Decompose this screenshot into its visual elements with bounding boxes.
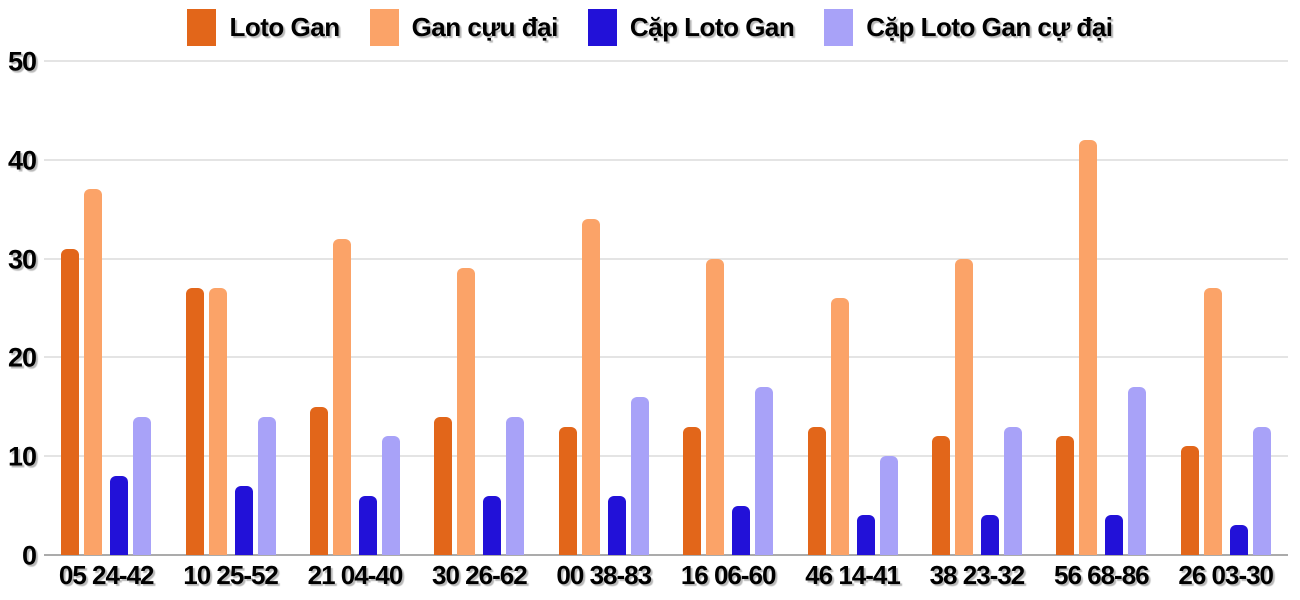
bar-group-4: 30 26-62	[432, 61, 528, 588]
x-axis-tick-label: 38 23-32	[929, 560, 1026, 590]
x-axis-tick-label: 10 25-52	[183, 560, 279, 590]
gridline	[44, 60, 1288, 62]
bar-series-1-group-6	[683, 426, 702, 555]
bar-series-2-group-2	[208, 288, 227, 555]
bar-group-6: 16 06-60	[681, 61, 776, 588]
x-axis-tick-label: 00 38-83	[556, 560, 652, 590]
bar-series-2-group-5	[581, 219, 600, 555]
x-axis-tick-label: 56 68-86	[1053, 560, 1150, 590]
bar-series-3-group-3	[358, 495, 377, 555]
bar-series-1-group-2	[185, 288, 204, 555]
bar-series-3-group-2	[234, 485, 253, 555]
bar-series-3-group-7	[856, 515, 875, 555]
bar-series-2-group-9	[1079, 140, 1098, 555]
bar-series-1-group-7	[807, 426, 826, 555]
bar-series-4-group-6	[755, 387, 774, 555]
bar-group-3: 21 04-40	[308, 61, 403, 588]
x-axis-tick-label: 30 26-62	[432, 560, 528, 590]
bar-series-4-group-10	[1252, 426, 1271, 555]
bar-series-4-group-3	[381, 436, 400, 555]
x-axis-tick-label: 16 06-60	[680, 560, 777, 590]
bar-series-2-group-10	[1203, 288, 1222, 555]
bar-series-4-group-4	[506, 416, 525, 555]
chart-legend: Loto Gan Gan cựu đại Cặp Loto Gan Cặp Loto …	[0, 9, 1300, 46]
bar-series-3-group-5	[607, 495, 626, 555]
y-axis-tick-label: 50	[7, 46, 37, 77]
bar-series-1-group-10	[1180, 446, 1199, 555]
bar-group-7: 46 14-41	[805, 61, 901, 588]
bar-series-4-group-7	[879, 456, 898, 555]
legend-label: Cặp Loto Gan cự đại	[866, 12, 1113, 42]
gridline	[44, 158, 1288, 161]
y-axis-tick-label: 30	[7, 244, 37, 275]
bar-series-3-group-8	[980, 515, 999, 555]
legend-swatch-icon	[369, 9, 399, 46]
legend-item-series-2[interactable]: Gan cựu đại	[369, 9, 559, 46]
bar-series-4-group-8	[1003, 426, 1022, 555]
bar-series-1-group-4	[434, 416, 453, 555]
bar-series-1-group-3	[309, 406, 328, 555]
bar-series-2-group-7	[830, 298, 849, 555]
legend-item-series-1[interactable]: Loto Gan	[187, 9, 340, 46]
bar-series-3-group-9	[1105, 515, 1124, 555]
bar-series-2-group-3	[332, 238, 351, 555]
bar-group-5: 00 38-83	[556, 61, 652, 588]
bar-group-10: 26 03-30	[1178, 61, 1274, 588]
legend-swatch-icon	[824, 9, 854, 46]
bar-series-2-group-1	[84, 189, 103, 555]
plot-area: 0 10 20 30 40 50 05 24-42 10 25-52 21 04-40 30 26…	[8, 48, 1288, 588]
x-axis-tick-label: 21 04-40	[307, 560, 404, 590]
y-axis-tick-label: 40	[7, 145, 37, 176]
bar-group-9: 56 68-86	[1054, 61, 1150, 588]
bar-group-1: 05 24-42	[59, 61, 155, 588]
x-axis-tick-label: 05 24-42	[58, 560, 155, 590]
bar-series-1-group-8	[931, 436, 950, 555]
bar-series-2-group-4	[457, 268, 476, 555]
bar-series-4-group-5	[630, 396, 649, 555]
legend-label: Cặp Loto Gan	[629, 12, 795, 42]
bar-series-4-group-2	[257, 416, 276, 555]
x-axis-baseline	[44, 554, 1288, 556]
legend-label: Loto Gan	[229, 12, 340, 42]
bar-group-8: 38 23-32	[930, 61, 1025, 588]
bar-series-3-group-1	[110, 475, 129, 555]
bar-series-3-group-6	[732, 505, 751, 555]
bar-series-1-group-5	[558, 426, 577, 555]
gridline	[44, 257, 1288, 260]
bar-series-1-group-1	[61, 248, 80, 555]
x-axis-tick-label: 26 03-30	[1178, 560, 1274, 590]
bar-series-1-group-9	[1056, 436, 1075, 555]
y-axis-tick-label: 0	[21, 540, 37, 571]
bar-series-2-group-8	[954, 258, 973, 555]
bar-group-2: 10 25-52	[183, 61, 279, 588]
gridline	[44, 455, 1288, 458]
gridline	[44, 356, 1288, 359]
bar-series-3-group-4	[483, 495, 502, 555]
x-axis-tick-label: 46 14-41	[805, 560, 901, 590]
legend-item-series-4[interactable]: Cặp Loto Gan cự đại	[824, 9, 1113, 46]
legend-label: Gan cựu đại	[411, 12, 559, 42]
bar-series-4-group-1	[133, 416, 152, 555]
bar-series-3-group-10	[1229, 525, 1248, 555]
legend-swatch-icon	[187, 9, 217, 46]
bar-series-4-group-9	[1128, 387, 1147, 555]
legend-swatch-icon	[587, 9, 617, 46]
y-axis-tick-label: 10	[7, 441, 37, 472]
legend-item-series-3[interactable]: Cặp Loto Gan	[587, 9, 795, 46]
bar-groups-layer: 05 24-42 10 25-52 21 04-40 30 26-62 00 38-83…	[44, 61, 1288, 588]
y-axis-tick-label: 20	[7, 342, 37, 373]
bar-series-2-group-6	[706, 258, 725, 555]
